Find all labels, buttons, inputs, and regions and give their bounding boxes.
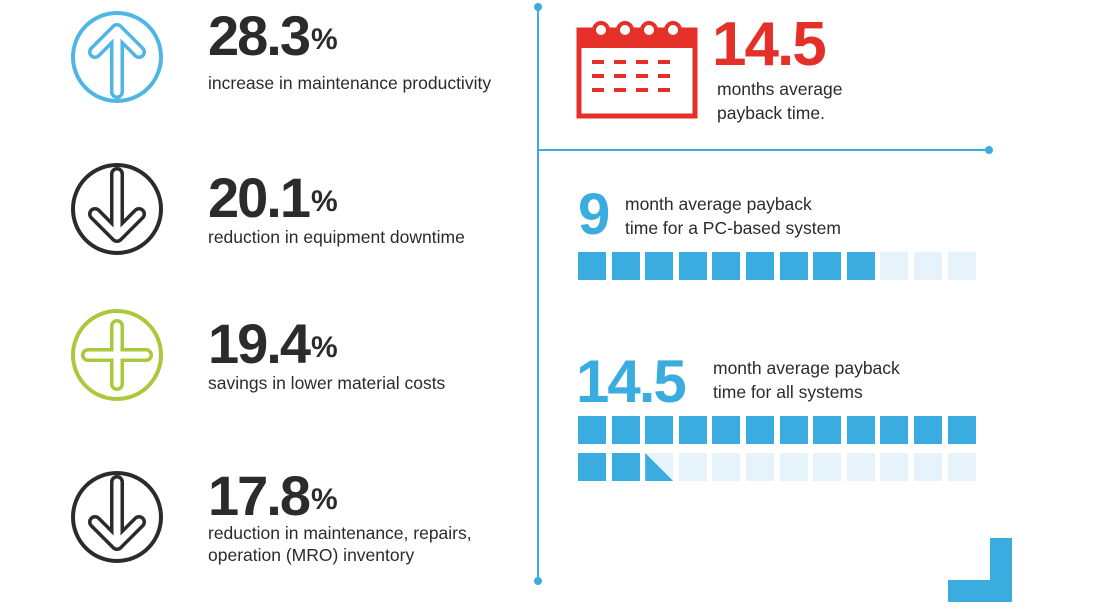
progress-square-empty [913, 252, 942, 280]
progress-square-filled [813, 416, 842, 444]
up-arrow-circle-icon [71, 11, 163, 103]
calendar-icon [576, 21, 698, 119]
payback-description-line: months average [717, 79, 843, 99]
progress-square-filled [611, 252, 640, 280]
progress-square-filled [678, 416, 707, 444]
progress-square-filled [913, 416, 942, 444]
progress-square-filled [578, 416, 606, 444]
pc-based-description: month average payback time for a PC-base… [625, 192, 841, 240]
pc-based-value: 9 [578, 182, 610, 247]
progress-square-filled [880, 416, 909, 444]
progress-square-empty [678, 453, 707, 481]
corner-logo-mark [948, 538, 1012, 602]
down-arrow-circle-icon [71, 471, 163, 563]
stat-value: 20.1% [208, 166, 338, 229]
stat-description: increase in maintenance productivity [208, 73, 492, 93]
progress-square-filled [712, 416, 741, 444]
all-systems-description-line: month average payback [713, 358, 900, 378]
vertical-divider [537, 6, 539, 581]
pc-based-description-line: time for a PC-based system [625, 218, 841, 238]
pc-based-description-line: month average payback [625, 194, 812, 214]
horizontal-divider [538, 149, 990, 151]
stat-productivity: 28.3% increase in maintenance productivi… [0, 8, 530, 118]
progress-square-filled [779, 416, 808, 444]
progress-square-filled [578, 252, 606, 280]
stat-description: reduction in maintenance, repairs, opera… [208, 522, 472, 566]
progress-square-filled [813, 252, 842, 280]
progress-square-empty [846, 453, 875, 481]
progress-square-empty [913, 453, 942, 481]
progress-square-empty [712, 453, 741, 481]
all-systems-progress-grid-row1 [578, 416, 981, 444]
progress-square-filled [678, 252, 707, 280]
stat-downtime: 20.1% reduction in equipment downtime [0, 160, 530, 270]
divider-dot [534, 3, 542, 11]
stat-description: savings in lower material costs [208, 373, 446, 393]
pc-based-progress-grid [578, 252, 981, 280]
progress-square-filled [745, 252, 774, 280]
progress-square-filled [611, 416, 640, 444]
stat-description: reduction in equipment downtime [208, 227, 465, 247]
all-systems-description: month average payback time for all syste… [713, 356, 900, 404]
divider-dot [534, 577, 542, 585]
stat-value: 19.4% [208, 312, 338, 375]
progress-square-empty [745, 453, 774, 481]
progress-square-partial [645, 453, 674, 481]
progress-square-filled [611, 453, 640, 481]
progress-square-filled [645, 252, 674, 280]
progress-square-filled [846, 416, 875, 444]
stat-material-costs: 19.4% savings in lower material costs [0, 306, 530, 416]
plus-circle-icon [71, 309, 163, 401]
all-systems-description-line: time for all systems [713, 382, 863, 402]
payback-value: 14.5 [712, 10, 827, 79]
payback-description: months average payback time. [717, 77, 843, 125]
progress-square-filled [846, 252, 875, 280]
progress-square-empty [880, 453, 909, 481]
stat-value: 17.8% [208, 464, 338, 527]
down-arrow-circle-icon [71, 163, 163, 255]
stat-mro-inventory: 17.8% reduction in maintenance, repairs,… [0, 468, 530, 588]
progress-square-empty [947, 453, 976, 481]
stat-description-line: operation (MRO) inventory [208, 545, 415, 565]
all-systems-progress-grid-row2 [578, 453, 981, 481]
progress-square-empty [779, 453, 808, 481]
progress-square-filled [779, 252, 808, 280]
progress-square-filled [745, 416, 774, 444]
progress-square-empty [880, 252, 909, 280]
stat-value: 28.3% [208, 4, 338, 67]
progress-square-filled [712, 252, 741, 280]
divider-dot [985, 146, 993, 154]
progress-square-filled [645, 416, 674, 444]
payback-description-line: payback time. [717, 103, 825, 123]
progress-square-empty [813, 453, 842, 481]
progress-square-empty [947, 252, 976, 280]
stat-description-line: reduction in maintenance, repairs, [208, 523, 472, 543]
progress-square-filled [578, 453, 606, 481]
progress-square-filled [947, 416, 976, 444]
all-systems-value: 14.5 [576, 348, 687, 415]
